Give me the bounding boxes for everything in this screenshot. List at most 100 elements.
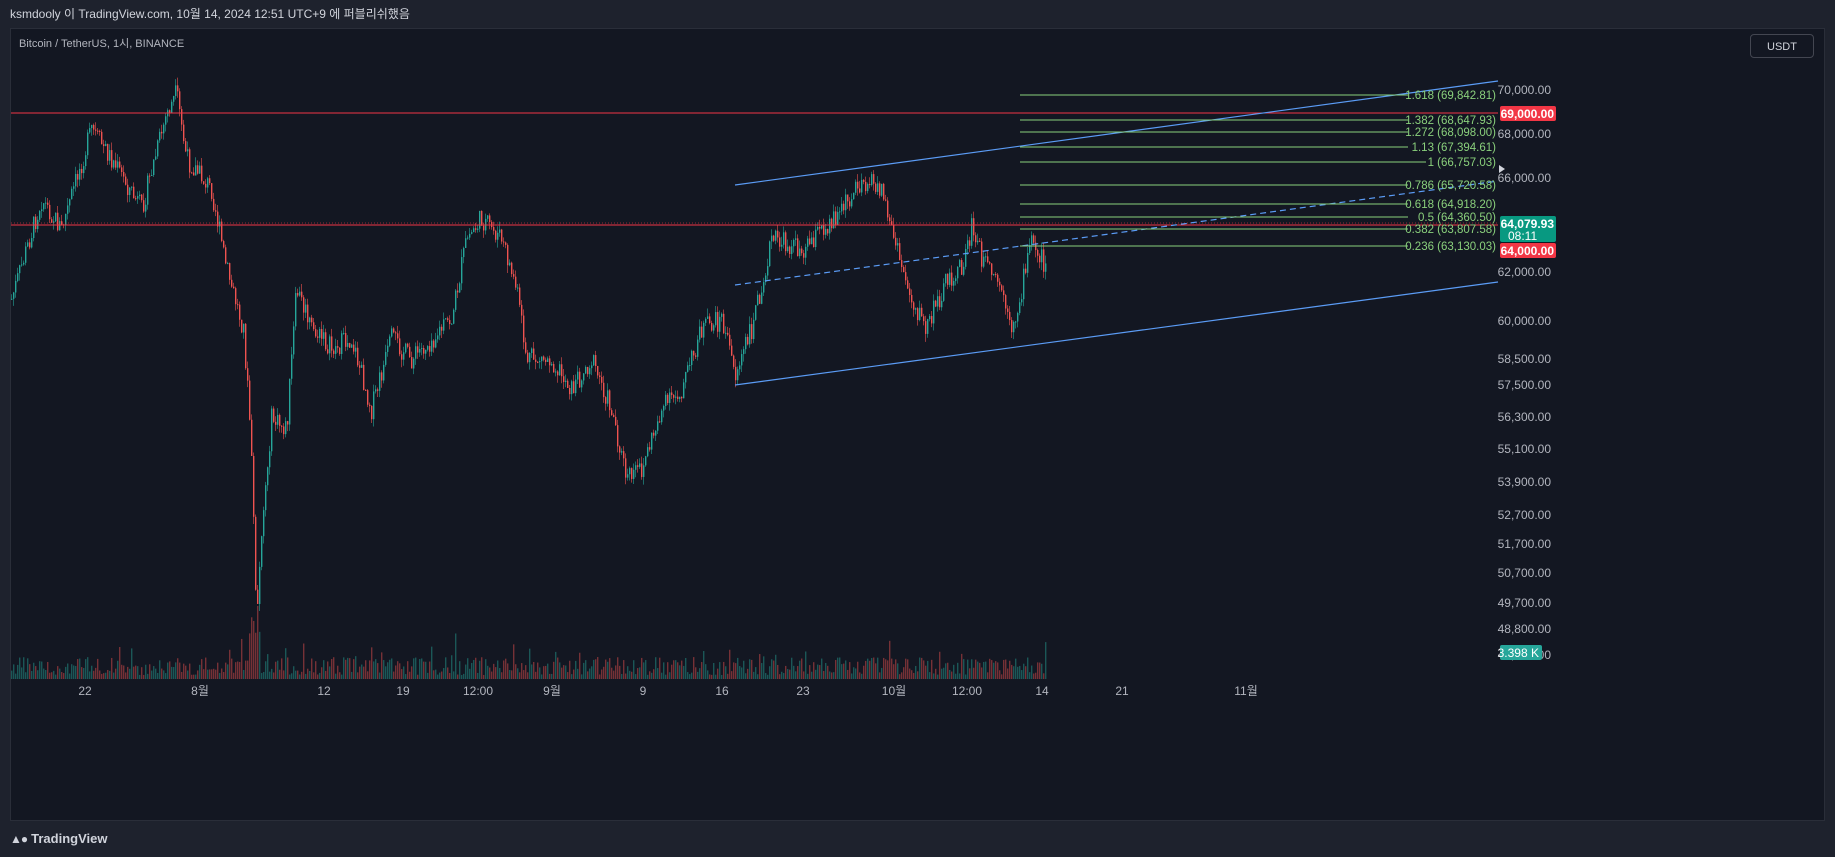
candle-body [623,451,625,459]
candle-body [119,161,121,168]
volume-bar [671,664,673,679]
channel-upper-line[interactable] [734,80,1499,186]
volume-bar [923,660,925,679]
candle-body [669,392,671,403]
candle-body [961,260,963,275]
candle-body [147,175,149,205]
volume-bar [901,672,903,679]
volume-bar [631,671,633,679]
candle-body [541,356,543,362]
symbol-title[interactable]: Bitcoin / TetherUS, 1시, BINANCE [19,38,185,50]
candle-body [965,248,967,267]
price-axis[interactable]: 70,000.00 68,000.00 66,000.00 62,000.00 … [1498,83,1552,662]
candle-body [1033,235,1035,243]
price-chart-canvas[interactable]: 1.618 (69,842.81) 1.382 (68,647.93) 1.27… [11,29,1825,821]
volume-bar [155,668,157,679]
volume-bar [235,662,237,679]
volume-bar [181,671,183,679]
volume-bar [793,665,795,679]
volume-bar [365,660,367,679]
volume-bar [415,657,417,679]
volume-bar [935,668,937,679]
volume-bar [781,671,783,679]
candle-body [391,328,393,337]
candle-body [45,202,47,204]
candle-body [333,350,335,354]
candle-body [437,335,439,340]
candle-body [719,316,721,332]
candle-body [697,339,699,357]
volume-bar [655,657,657,679]
currency-button[interactable]: USDT [1750,34,1814,58]
candle-body [59,221,61,231]
candle-body [501,229,503,242]
volume-bar [293,666,295,679]
candle-body [785,232,787,252]
candle-body [817,226,819,230]
candle-body [635,465,637,470]
scroll-right-arrow-icon[interactable] [1499,165,1505,173]
volume-bar [541,674,543,679]
channel-mid-line[interactable] [734,180,1499,286]
volume-bar [345,659,347,679]
candle-body [761,292,763,304]
candle-body [171,101,173,114]
time-axis[interactable]: 22 8월 12 19 12:00 9월 9 16 23 10월 12:00 1… [78,684,1257,698]
candle-body [269,451,271,468]
volume-bar [827,665,829,679]
volume-bar [213,668,215,679]
candle-body [191,172,193,174]
volume-bar [301,671,303,679]
volume-bar [65,666,67,679]
volume-bar [309,670,311,679]
candle-body [691,350,693,366]
volume-bar [127,666,129,679]
candle-body [889,217,891,222]
candle-body [241,319,243,333]
chart-pane[interactable]: 1.618 (69,842.81) 1.382 (68,647.93) 1.27… [10,28,1825,821]
volume-bar [117,660,119,679]
candle-body [517,287,519,289]
candle-body [373,391,375,420]
volume-bar [925,665,927,679]
volume-bar [31,670,33,679]
volume-bar [477,672,479,679]
candle-body [925,321,927,334]
volume-bar [965,674,967,679]
candle-body [253,455,255,517]
fib-label-1: 1 (66,757.03) [1428,157,1497,169]
volume-bar [431,646,433,679]
volume-bar [705,664,707,679]
candle-body [519,287,521,305]
volume-bar [437,674,439,679]
candle-body [765,275,767,283]
volume-bar [459,661,461,679]
bar-countdown-text: 08:11 [1508,229,1537,243]
fib-label-1618: 1.618 (69,842.81) [1405,90,1496,102]
candle-body [551,364,553,366]
tradingview-logo[interactable]: ▲● TradingView [10,831,107,846]
candle-body [117,161,119,168]
volume-bar [993,662,995,679]
candle-body [587,367,589,375]
volume-bar [707,670,709,679]
fib-extension-tool[interactable]: 1.618 (69,842.81) 1.382 (68,647.93) 1.27… [1020,90,1496,253]
candle-body [317,336,319,338]
volume-bar [371,647,373,679]
candle-body [89,128,91,133]
candle-body [549,358,551,366]
volume-bar [23,657,25,679]
candle-body [431,340,433,352]
volume-bar [1031,665,1033,679]
candle-body [733,355,735,367]
channel-lower-line[interactable] [734,281,1499,386]
candle-body [111,150,113,168]
candle-body [315,329,317,337]
candle-body [153,159,155,175]
fib-label-0236: 0.236 (63,130.03) [1405,241,1496,253]
candle-body [85,155,87,167]
candle-body [981,241,983,267]
candle-body [409,346,411,357]
fib-label-113: 1.13 (67,394.61) [1412,142,1497,154]
volume-bar [803,671,805,679]
